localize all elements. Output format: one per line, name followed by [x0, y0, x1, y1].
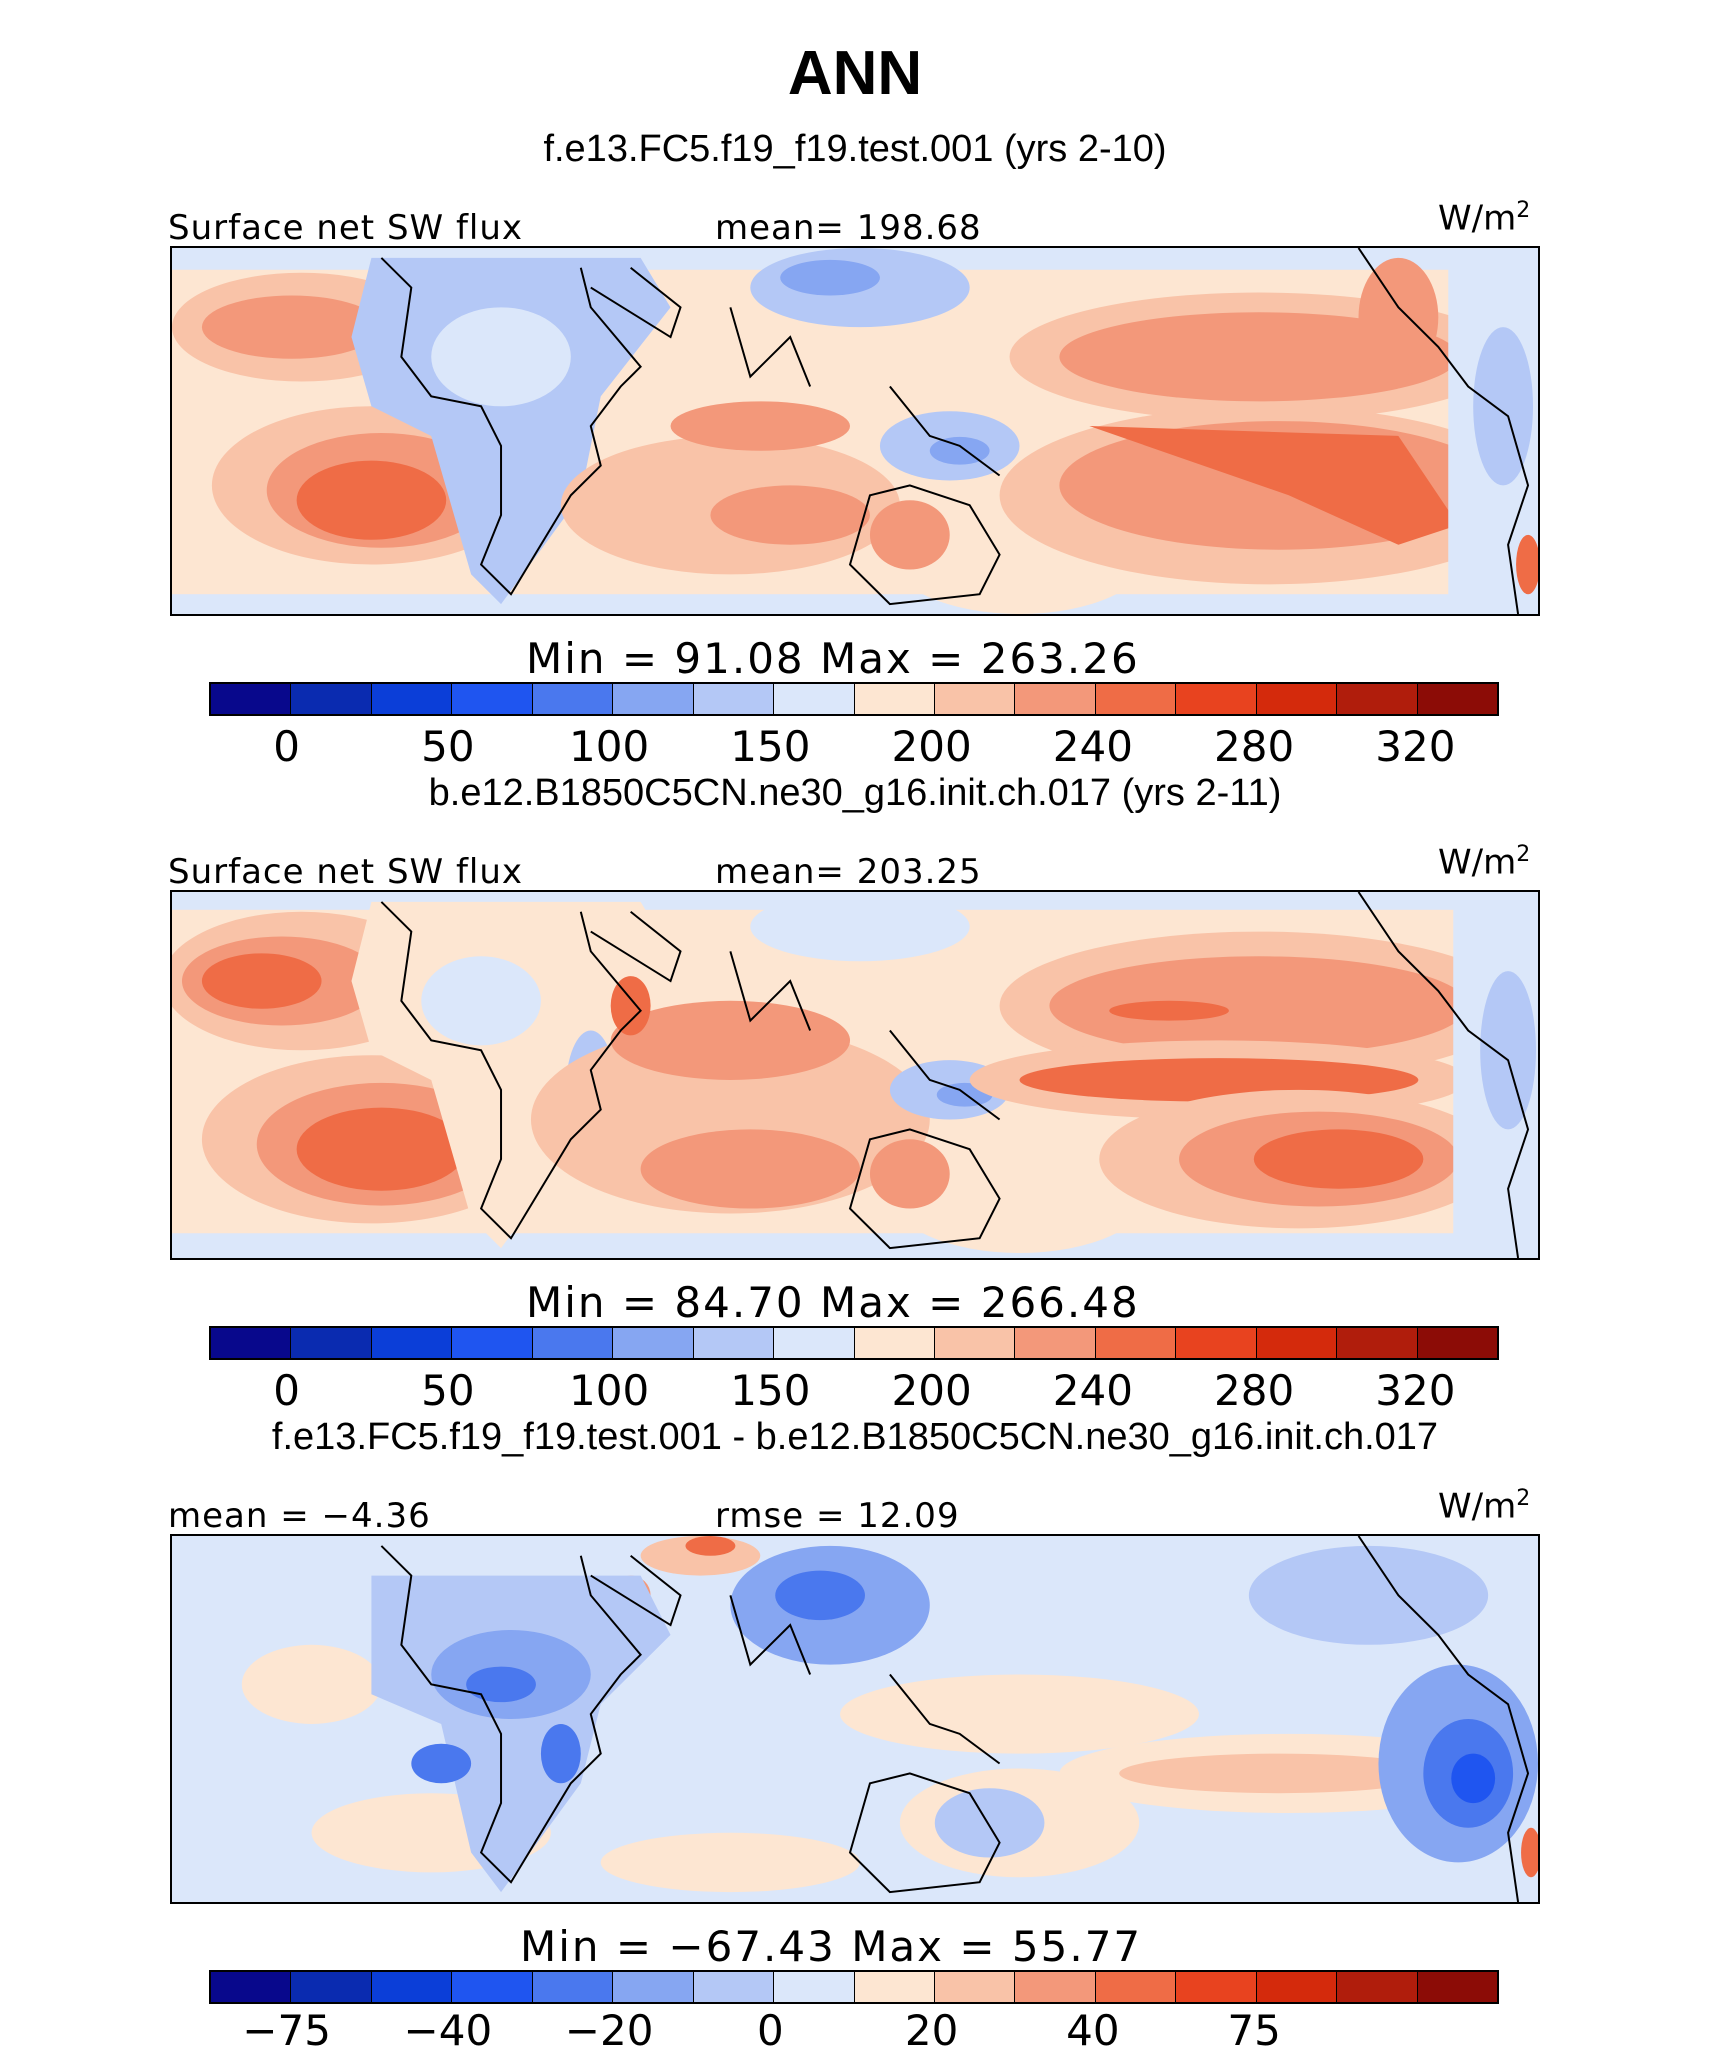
- colorbar-tick-label: −75: [242, 2006, 331, 2051]
- colorbar-swatch: [1256, 1328, 1338, 1358]
- panel1-units: W/m2: [1438, 198, 1531, 239]
- colorbar-tick-label: 320: [1375, 1366, 1456, 1415]
- panel1-mean-label: mean= 198.68: [715, 208, 982, 248]
- colorbar-swatch: [291, 1328, 372, 1358]
- panel1-minmax: Min = 91.08 Max = 263.26: [526, 634, 1140, 683]
- panel1-case-title: f.e13.FC5.f19_f19.test.001 (yrs 2-10): [543, 128, 1167, 170]
- colorbar-swatch: [1256, 1972, 1338, 2002]
- colorbar-swatch: [934, 1972, 1016, 2002]
- colorbar-swatch: [854, 1972, 935, 2002]
- colorbar-tick-label: 280: [1214, 1366, 1295, 1415]
- panel2-minmax: Min = 84.70 Max = 266.48: [526, 1278, 1140, 1327]
- panel2-mean-label: mean= 203.25: [715, 852, 982, 892]
- colorbar-swatch: [1337, 684, 1418, 714]
- colorbar-swatch: [371, 1328, 453, 1358]
- panel1-map: [170, 246, 1540, 616]
- colorbar-swatch: [452, 684, 533, 714]
- panel1-map-plot: [172, 248, 1538, 614]
- panel2-map: [170, 890, 1540, 1260]
- colorbar-tick-label: 75: [1227, 2006, 1281, 2051]
- colorbar-swatch: [532, 684, 614, 714]
- colorbar-tick-label: 240: [1052, 1366, 1133, 1415]
- colorbar-swatch: [1015, 684, 1096, 714]
- colorbar-tick-label: 150: [730, 1366, 811, 1415]
- colorbar-swatch: [532, 1972, 614, 2002]
- colorbar-swatch: [854, 684, 935, 714]
- colorbar-swatch: [371, 684, 453, 714]
- panel3-units: W/m2: [1438, 1486, 1531, 1527]
- colorbar-swatch: [371, 1972, 453, 2002]
- colorbar-swatch: [934, 684, 1016, 714]
- colorbar-swatch: [1095, 1328, 1177, 1358]
- panel3-map-plot: [172, 1536, 1538, 1902]
- colorbar-swatch: [1337, 1328, 1418, 1358]
- colorbar-swatch: [774, 684, 855, 714]
- colorbar-swatch: [291, 684, 372, 714]
- colorbar-swatch: [934, 1328, 1016, 1358]
- colorbar-swatch: [774, 1328, 855, 1358]
- colorbar-swatch: [1417, 1972, 1497, 2002]
- colorbar-swatch: [1417, 1328, 1497, 1358]
- colorbar-swatch: [1015, 1328, 1096, 1358]
- panel2-colorbar: [209, 1326, 1499, 1360]
- panel3-mean-label: mean = −4.36: [168, 1496, 431, 1536]
- panel3-map: [170, 1534, 1540, 1904]
- figure-title: ANN: [787, 39, 923, 108]
- colorbar-tick-label: 320: [1375, 722, 1456, 771]
- colorbar-tick-label: 40: [1066, 2006, 1120, 2051]
- panel1-colorbar: [209, 682, 1499, 716]
- panel2-variable-label: Surface net SW flux: [168, 852, 524, 892]
- colorbar-swatch: [291, 1972, 372, 2002]
- panel3-colorbar: [209, 1970, 1499, 2004]
- colorbar-swatch: [613, 1328, 694, 1358]
- colorbar-tick-label: 50: [421, 1366, 475, 1415]
- colorbar-swatch: [1015, 1972, 1096, 2002]
- colorbar-swatch: [613, 1972, 694, 2002]
- colorbar-tick-label: 240: [1052, 722, 1133, 771]
- colorbar-tick-label: 0: [273, 1366, 300, 1415]
- colorbar-swatch: [613, 684, 694, 714]
- colorbar-swatch: [693, 1328, 775, 1358]
- panel3-case-title: f.e13.FC5.f19_f19.test.001 - b.e12.B1850…: [271, 1416, 1439, 1458]
- panel2-case-title: b.e12.B1850C5CN.ne30_g16.init.ch.017 (yr…: [428, 772, 1282, 814]
- colorbar-swatch: [1176, 684, 1257, 714]
- colorbar-swatch: [211, 1328, 292, 1358]
- colorbar-tick-label: 0: [273, 722, 300, 771]
- colorbar-tick-label: 50: [421, 722, 475, 771]
- colorbar-tick-label: −40: [403, 2006, 493, 2051]
- colorbar-tick-label: 280: [1214, 722, 1295, 771]
- colorbar-tick-label: 200: [891, 722, 972, 771]
- colorbar-swatch: [774, 1972, 855, 2002]
- colorbar-swatch: [211, 684, 292, 714]
- panel3-minmax: Min = −67.43 Max = 55.77: [520, 1922, 1143, 1971]
- colorbar-swatch: [211, 1972, 292, 2002]
- colorbar-swatch: [1417, 684, 1497, 714]
- panel1-variable-label: Surface net SW flux: [168, 208, 524, 248]
- colorbar-swatch: [452, 1972, 533, 2002]
- colorbar-tick-label: 20: [904, 2006, 959, 2051]
- colorbar-swatch: [693, 684, 775, 714]
- colorbar-swatch: [1095, 1972, 1177, 2002]
- colorbar-tick-label: 150: [730, 722, 811, 771]
- colorbar-tick-label: 100: [569, 722, 650, 771]
- colorbar-swatch: [1337, 1972, 1418, 2002]
- colorbar-swatch: [1095, 684, 1177, 714]
- colorbar-swatch: [1176, 1972, 1257, 2002]
- colorbar-swatch: [1176, 1328, 1257, 1358]
- colorbar-tick-label: 0: [757, 2006, 784, 2051]
- colorbar-tick-label: 100: [569, 1366, 650, 1415]
- colorbar-tick-label: 200: [891, 1366, 972, 1415]
- panel2-map-plot: [172, 892, 1538, 1258]
- panel3-rmse-label: rmse = 12.09: [715, 1496, 960, 1536]
- colorbar-swatch: [532, 1328, 614, 1358]
- colorbar-swatch: [693, 1972, 775, 2002]
- colorbar-swatch: [1256, 684, 1338, 714]
- colorbar-swatch: [854, 1328, 935, 1358]
- colorbar-tick-label: −20: [564, 2006, 654, 2051]
- panel2-units: W/m2: [1438, 842, 1531, 883]
- colorbar-swatch: [452, 1328, 533, 1358]
